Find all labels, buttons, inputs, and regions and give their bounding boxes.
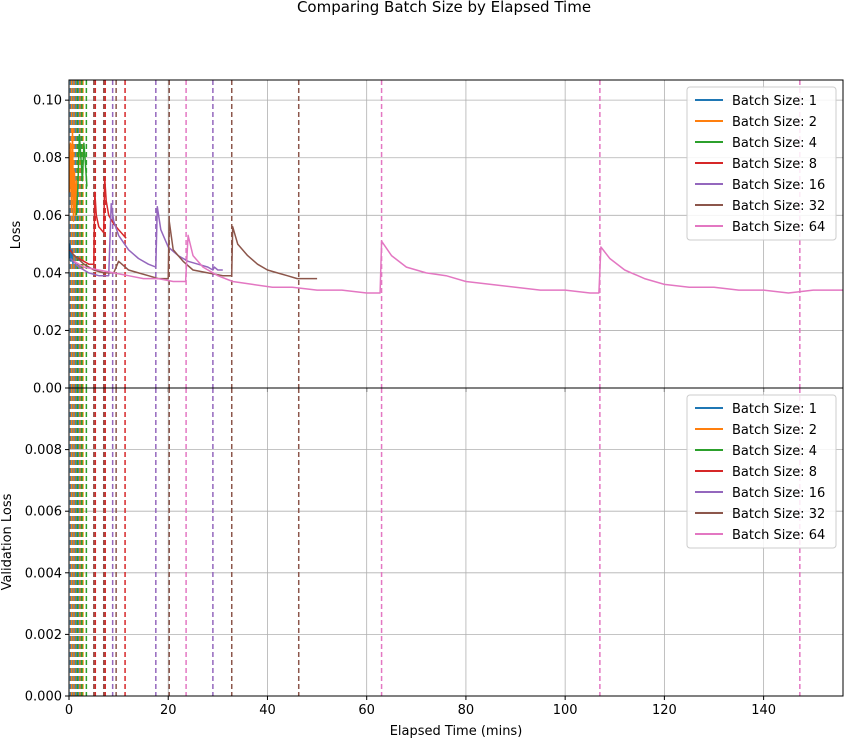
y-tick-label: 0.10 xyxy=(33,94,62,109)
chart-title: Comparing Batch Size by Elapsed Time xyxy=(297,0,591,16)
x-tick-label: 120 xyxy=(652,703,677,718)
legend-label-batch-size-16: Batch Size: 16 xyxy=(732,486,825,501)
legend-label-batch-size-8: Batch Size: 8 xyxy=(732,157,817,172)
legend: Batch Size: 1 Batch Size: 2 Batch Size: 4 B… xyxy=(686,394,837,549)
y-tick-label: 0.06 xyxy=(33,209,62,224)
y-tick-label: 0.006 xyxy=(25,505,62,520)
legend-label-batch-size-32: Batch Size: 32 xyxy=(732,507,825,522)
y-tick-label: 0.08 xyxy=(33,151,62,166)
y-axis-label-validation-loss: Validation Loss xyxy=(0,493,15,590)
x-tick-label: 20 xyxy=(160,703,177,718)
x-tick-label: 140 xyxy=(751,703,776,718)
y-tick-label: 0.008 xyxy=(25,443,62,458)
legend-label-batch-size-1: Batch Size: 1 xyxy=(732,402,817,417)
axes-frame xyxy=(68,387,844,697)
legend-label-batch-size-8: Batch Size: 8 xyxy=(732,465,817,480)
legend: Batch Size: 1 Batch Size: 2 Batch Size: 4 B… xyxy=(686,86,837,241)
legend-box xyxy=(686,394,837,549)
series-line-batch-size-32 xyxy=(70,220,318,280)
y-tick-label: 0.002 xyxy=(25,628,62,643)
legend-label-batch-size-64: Batch Size: 64 xyxy=(732,528,825,543)
y-tick-label: 0.000 xyxy=(25,690,62,705)
series-line-batch-size-64 xyxy=(73,234,843,294)
x-tick-label: 0 xyxy=(65,703,73,718)
legend-box xyxy=(686,86,837,241)
legend-label-batch-size-2: Batch Size: 2 xyxy=(732,115,817,130)
x-tick-label: 100 xyxy=(553,703,578,718)
x-tick-label: 40 xyxy=(259,703,276,718)
legend-label-batch-size-64: Batch Size: 64 xyxy=(732,220,825,235)
y-axis-label-loss: Loss xyxy=(9,221,24,250)
x-tick-label: 60 xyxy=(358,703,375,718)
x-tick-label: 80 xyxy=(458,703,475,718)
loss-panel: 0.000.020.040.060.080.10 Batch Size: 1Bat… xyxy=(33,79,844,397)
series-line-batch-size-1 xyxy=(69,243,74,265)
legend-label-batch-size-32: Batch Size: 32 xyxy=(732,199,825,214)
series-line-batch-size-4 xyxy=(75,133,88,216)
y-tick-label: 0.004 xyxy=(25,566,62,581)
y-tick-label: 0.02 xyxy=(33,324,62,339)
y-tick-label: 0.00 xyxy=(33,382,62,397)
validation-loss-panel: 0.000 0.002 0.004 0.006 0.008 0 20 40 60 80 100 120… xyxy=(25,387,844,718)
y-tick-label: 0.04 xyxy=(33,266,62,281)
legend-label-batch-size-2: Batch Size: 2 xyxy=(732,423,817,438)
x-axis-label: Elapsed Time (mins) xyxy=(390,724,523,739)
legend-label-batch-size-4: Batch Size: 4 xyxy=(732,136,817,151)
series-line-batch-size-16 xyxy=(69,203,223,277)
legend-label-batch-size-16: Batch Size: 16 xyxy=(732,178,825,193)
series-line-batch-size-2 xyxy=(69,128,79,222)
legend-label-batch-size-1: Batch Size: 1 xyxy=(732,94,817,109)
legend-label-batch-size-4: Batch Size: 4 xyxy=(732,444,817,459)
